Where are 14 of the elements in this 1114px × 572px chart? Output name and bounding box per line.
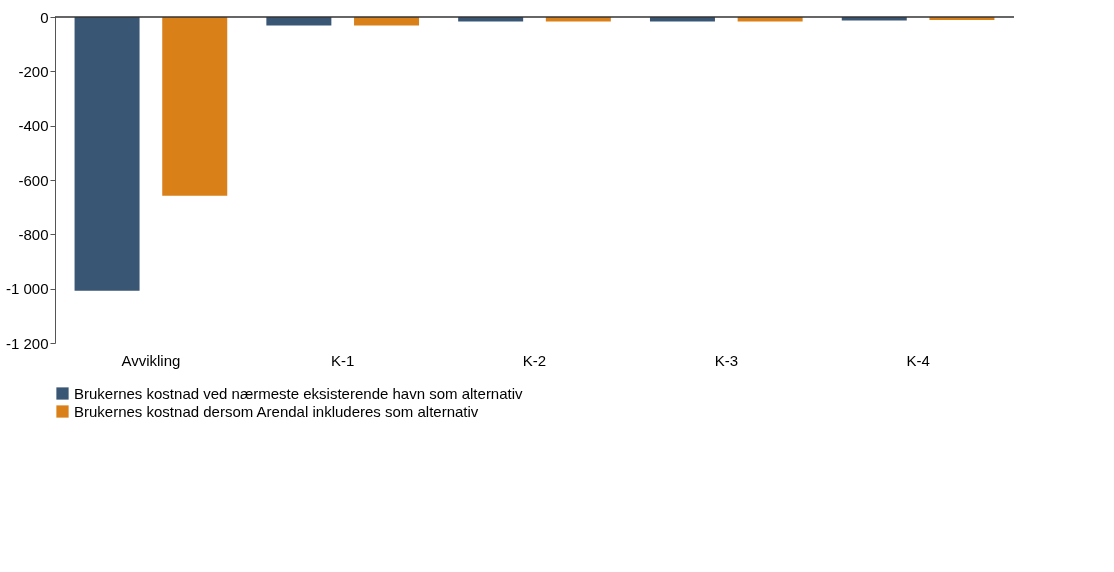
x-tick-label: Avvikling [121,351,181,369]
legend-label: Brukernes kostnad ved nærmeste eksisterende havn som alternativ [74,384,524,402]
y-tick-label: -200 [18,62,49,80]
y-tick-label: -400 [18,117,49,135]
x-tick-label: K-3 [714,351,738,369]
y-tick-label: -800 [18,225,49,243]
x-tick-label: K-2 [522,351,547,369]
y-tick-label: -1 000 [5,280,49,298]
y-tick-label: 0 [40,8,49,26]
y-tick-label: -1 200 [5,334,49,352]
x-tick-label: K-1 [331,351,355,369]
legend-label: Brukernes kostnad dersom Arendal inkluderes som alternativ [74,402,479,420]
x-tick-label: K-4 [906,351,930,369]
y-tick-label: -600 [18,171,49,189]
